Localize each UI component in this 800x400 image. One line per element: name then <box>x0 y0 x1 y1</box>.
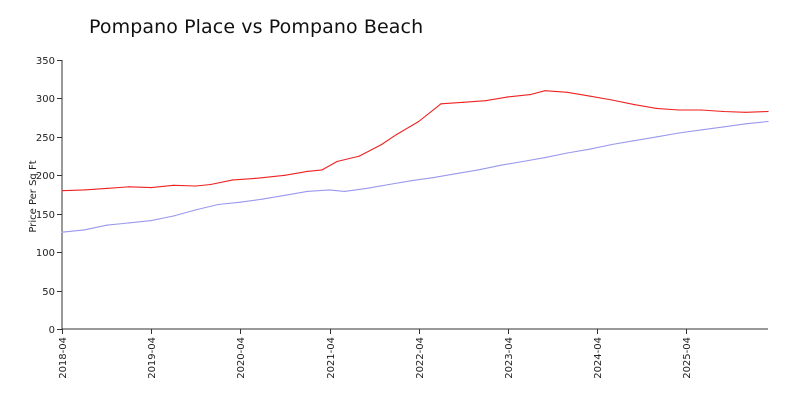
data-point-1 <box>284 174 286 176</box>
chart-title: Pompano Place vs Pompano Beach <box>89 16 424 38</box>
y-tick-label: 200 <box>36 171 55 182</box>
x-tick-label: 2021-04 <box>326 337 337 379</box>
data-point-2 <box>284 194 286 196</box>
data-point-1 <box>589 95 591 97</box>
x-tick-label: 2020-04 <box>236 337 247 379</box>
x-tick-label: 2019-04 <box>147 337 158 379</box>
data-point-2 <box>433 177 435 179</box>
y-tick-label: 300 <box>36 94 55 105</box>
x-axis: 2018-04 2019-04 2020-04 2021-04 2022-04 2023-… <box>58 328 768 379</box>
x-tick-label: 2024-04 <box>593 337 604 379</box>
data-point-2 <box>745 123 747 125</box>
data-point-1 <box>83 189 85 191</box>
data-point-1 <box>106 187 108 189</box>
data-point-2 <box>343 190 345 192</box>
data-point-1 <box>678 109 680 111</box>
data-point-2 <box>499 164 502 166</box>
data-point-2 <box>655 136 658 138</box>
y-tick-label: 0 <box>49 325 55 336</box>
data-point-2 <box>678 132 680 134</box>
data-point-1 <box>172 184 175 186</box>
data-point-2 <box>239 201 241 203</box>
series-line-2 <box>61 120 769 233</box>
data-point-2 <box>410 180 412 182</box>
y-tick-label: 350 <box>36 56 55 67</box>
data-point-1 <box>395 134 397 136</box>
data-point-2 <box>722 126 725 128</box>
data-point-2 <box>767 120 769 123</box>
data-point-1 <box>745 111 747 113</box>
data-point-2 <box>611 143 613 146</box>
data-point-1 <box>210 183 212 186</box>
data-point-2 <box>566 152 568 154</box>
data-point-1 <box>633 104 635 106</box>
data-point-1 <box>462 101 464 103</box>
data-point-1 <box>722 110 725 113</box>
data-point-2 <box>366 187 368 189</box>
x-tick-label: 2025-04 <box>682 337 693 379</box>
data-point-2 <box>217 203 219 206</box>
data-point-1 <box>306 170 308 172</box>
data-point-2 <box>388 183 390 186</box>
x-tick-label: 2018-04 <box>58 337 69 379</box>
y-tick-label: 150 <box>36 210 55 221</box>
y-tick-label: 100 <box>36 248 55 259</box>
data-point-2 <box>633 140 635 142</box>
data-point-2 <box>172 215 175 217</box>
data-point-1 <box>700 109 702 111</box>
data-point-1 <box>767 110 769 113</box>
data-point-1 <box>611 99 613 101</box>
data-point-2 <box>477 169 479 171</box>
data-point-2 <box>83 229 85 231</box>
data-point-2 <box>544 157 546 159</box>
data-point-1 <box>544 90 546 92</box>
data-point-2 <box>195 209 197 211</box>
data-point-2 <box>328 189 331 191</box>
series-line-1 <box>61 90 769 192</box>
data-point-1 <box>358 155 360 157</box>
data-point-1 <box>507 96 509 98</box>
data-point-2 <box>455 173 457 175</box>
data-point-1 <box>529 94 531 96</box>
data-point-1 <box>254 177 256 179</box>
series-layer <box>61 90 769 233</box>
data-point-2 <box>128 222 130 224</box>
data-point-2 <box>306 190 308 192</box>
data-point-1 <box>195 185 197 187</box>
data-point-2 <box>61 231 63 233</box>
data-point-1 <box>150 187 152 189</box>
data-point-2 <box>106 224 108 226</box>
data-point-2 <box>522 160 524 163</box>
data-point-1 <box>381 143 383 146</box>
data-point-1 <box>336 160 338 163</box>
y-axis-title: Price Per Sq Ft <box>28 160 39 232</box>
data-point-2 <box>589 148 591 150</box>
x-tick-label: 2023-04 <box>504 337 515 379</box>
data-point-1 <box>321 169 323 171</box>
y-tick-label: 250 <box>36 133 55 144</box>
data-point-2 <box>262 198 264 200</box>
x-tick-label: 2022-04 <box>415 337 426 379</box>
data-point-1 <box>128 186 130 188</box>
data-point-1 <box>566 91 568 93</box>
data-point-2 <box>150 220 152 222</box>
data-point-1 <box>232 179 234 181</box>
data-point-1 <box>485 100 487 102</box>
data-point-1 <box>655 107 658 109</box>
data-point-2 <box>700 129 702 131</box>
y-tick-label: 50 <box>42 287 55 298</box>
data-point-1 <box>61 190 63 192</box>
data-point-1 <box>440 103 442 105</box>
y-axis: 0 50 100 150 200 250 300 350 <box>36 56 63 336</box>
data-point-1 <box>418 120 420 123</box>
